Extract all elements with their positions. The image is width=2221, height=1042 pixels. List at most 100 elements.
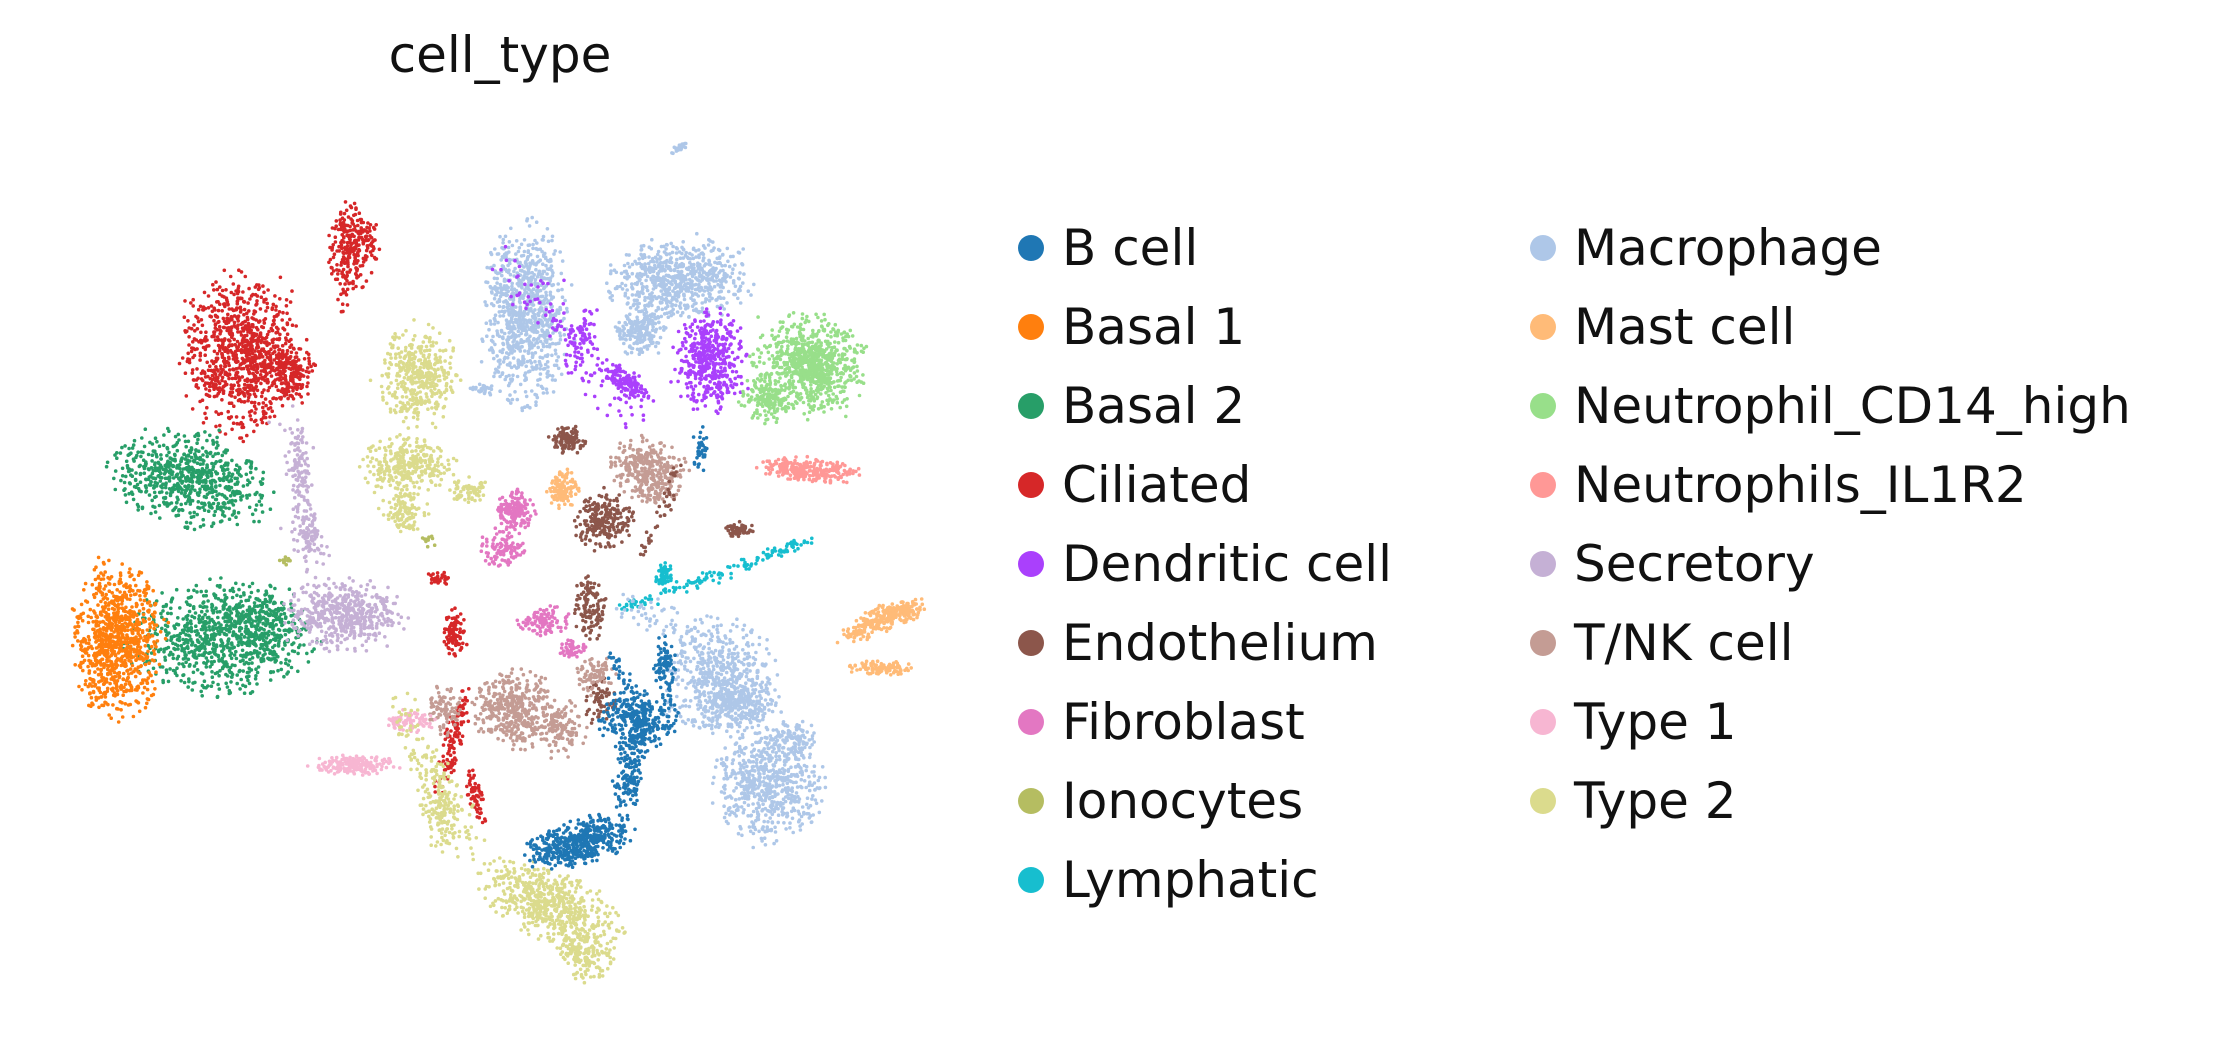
- scatter-point: [81, 660, 85, 665]
- scatter-point: [312, 362, 316, 366]
- scatter-point: [260, 481, 265, 486]
- scatter-point: [347, 576, 352, 580]
- scatter-point: [239, 420, 243, 425]
- scatter-point: [81, 668, 85, 673]
- scatter-point: [155, 639, 160, 643]
- scatter-point: [197, 653, 201, 657]
- scatter-point: [284, 365, 288, 370]
- scatter-point: [191, 670, 196, 675]
- scatter-point: [144, 490, 148, 494]
- scatter-point: [220, 398, 224, 402]
- scatter-point: [169, 600, 173, 604]
- scatter-point: [174, 473, 179, 477]
- scatter-point: [250, 634, 255, 638]
- scatter-point: [234, 581, 238, 586]
- scatter-point: [181, 467, 186, 471]
- scatter-point: [188, 502, 193, 506]
- scatter-point: [255, 636, 260, 640]
- scatter-point: [150, 498, 154, 503]
- scatter-point: [359, 217, 364, 222]
- scatter-point: [233, 395, 237, 400]
- scatter-point: [236, 643, 240, 648]
- scatter-point: [193, 329, 197, 333]
- scatter-point: [356, 223, 360, 228]
- scatter-point: [196, 647, 201, 652]
- scatter-point: [456, 614, 460, 619]
- scatter-point: [142, 638, 146, 643]
- scatter-point: [219, 329, 223, 334]
- scatter-point: [107, 713, 111, 717]
- scatter-point: [186, 357, 190, 361]
- scatter-point: [259, 503, 264, 507]
- scatter-point: [225, 685, 230, 689]
- scatter-point: [199, 589, 203, 594]
- scatter-point: [192, 337, 197, 341]
- scatter-point: [225, 463, 230, 467]
- scatter-point: [136, 504, 141, 509]
- scatter-point: [223, 432, 228, 436]
- scatter-point: [254, 626, 259, 630]
- scatter-point: [338, 218, 342, 222]
- scatter-point: [264, 309, 268, 313]
- scatter-point: [331, 243, 336, 247]
- scatter-point: [452, 761, 457, 766]
- scatter-point: [113, 652, 117, 657]
- scatter-point: [178, 478, 183, 483]
- scatter-point: [211, 282, 215, 287]
- scatter-point: [204, 639, 209, 643]
- scatter-point: [283, 616, 288, 620]
- scatter-point: [224, 485, 229, 489]
- scatter-point: [250, 609, 254, 614]
- scatter-point: [105, 638, 109, 642]
- scatter-point: [228, 649, 232, 653]
- scatter-point: [379, 621, 384, 626]
- scatter-point: [342, 240, 346, 244]
- scatter-point: [286, 620, 291, 625]
- scatter-point: [330, 616, 335, 620]
- scatter-point: [117, 670, 122, 675]
- scatter-point: [370, 595, 375, 599]
- scatter-point: [281, 310, 285, 315]
- scatter-point: [108, 681, 112, 686]
- scatter-point: [217, 658, 221, 662]
- scatter-point: [342, 625, 346, 630]
- scatter-point: [120, 445, 124, 450]
- scatter-point: [113, 635, 118, 639]
- scatter-point: [266, 388, 270, 393]
- scatter-point: [115, 689, 120, 693]
- scatter-point: [224, 602, 228, 607]
- scatter-point: [279, 620, 284, 624]
- scatter-point: [206, 509, 211, 513]
- scatter-point: [339, 602, 343, 607]
- scatter-point: [227, 376, 231, 381]
- scatter-point: [344, 208, 349, 213]
- scatter-point: [285, 362, 290, 366]
- scatter-point: [296, 434, 301, 439]
- scatter-point: [267, 329, 271, 334]
- scatter-point: [255, 388, 260, 393]
- scatter-point: [157, 490, 162, 495]
- scatter-point: [250, 512, 255, 517]
- scatter-point: [250, 690, 255, 694]
- scatter-point: [227, 471, 231, 475]
- scatter-point: [460, 689, 464, 693]
- scatter-point: [130, 663, 135, 668]
- scatter-point: [449, 765, 453, 770]
- scatter-point: [175, 673, 179, 678]
- scatter-point: [183, 484, 187, 489]
- scatter-point: [278, 297, 282, 301]
- scatter-point: [230, 642, 234, 647]
- scatter-point: [258, 331, 263, 335]
- scatter-point: [258, 493, 263, 497]
- scatter-point: [125, 633, 129, 637]
- scatter-point: [222, 494, 227, 498]
- scatter-point: [335, 644, 340, 649]
- scatter-point: [440, 574, 445, 579]
- scatter-point: [369, 606, 374, 611]
- scatter-point: [145, 697, 150, 701]
- scatter-point: [234, 604, 239, 609]
- scatter-point: [152, 652, 157, 656]
- scatter-point: [262, 349, 267, 354]
- scatter-point: [323, 608, 328, 612]
- scatter-point: [294, 392, 299, 396]
